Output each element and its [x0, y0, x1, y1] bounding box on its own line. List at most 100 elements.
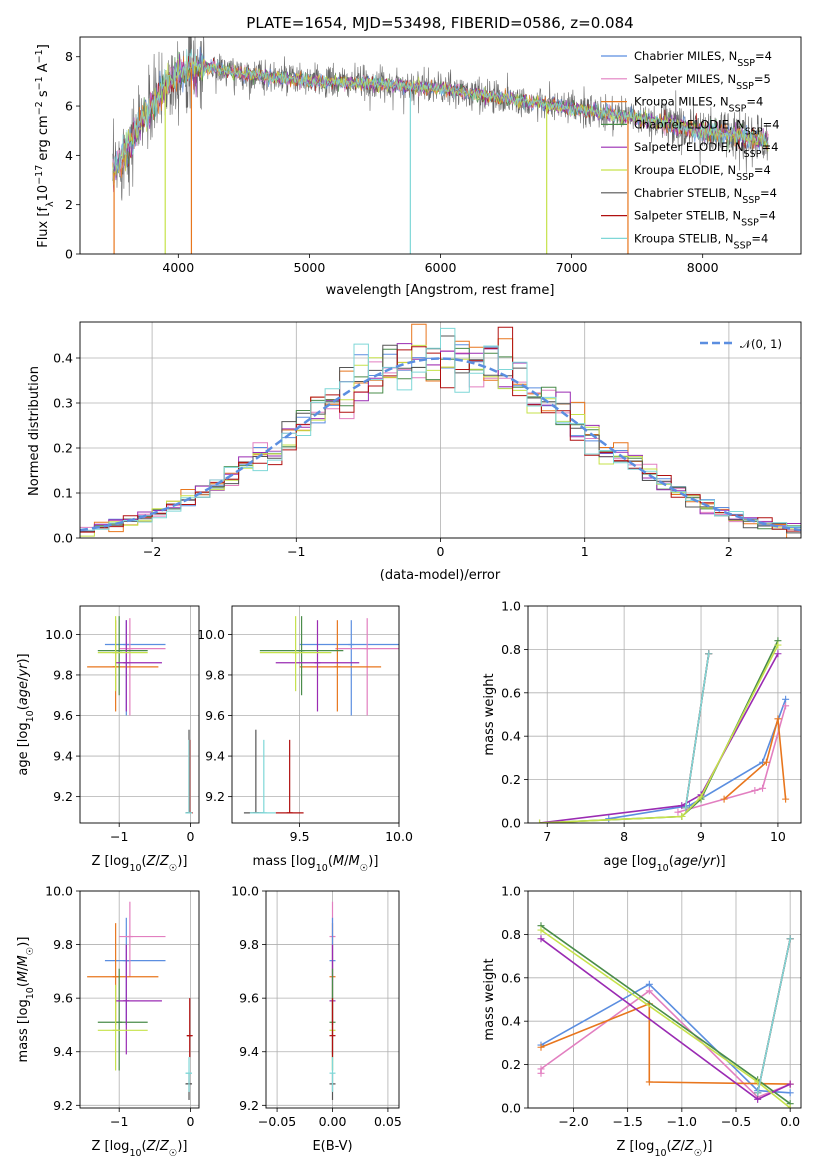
y-tick-label: 1.0 — [501, 599, 521, 614]
label-part: =4 — [746, 95, 763, 109]
data-marker — [782, 695, 790, 703]
label-part: M — [333, 854, 344, 869]
y-tick-label: 9.2 — [239, 1098, 259, 1113]
histogram-series — [80, 327, 801, 531]
label-part: =4 — [760, 186, 777, 200]
y-tick-label: 9.8 — [239, 937, 259, 952]
label-part: M — [16, 971, 31, 982]
label-part: −1 — [34, 49, 45, 63]
data-marker — [645, 987, 653, 995]
mass-weight-series — [723, 718, 787, 800]
y-tick-label: 0.4 — [501, 729, 521, 744]
label-part: / — [16, 966, 31, 971]
y-tick-label: 9.8 — [53, 937, 73, 952]
axes-frame — [231, 605, 400, 824]
label-part: A — [36, 63, 51, 76]
plot-area — [243, 616, 399, 814]
mass-weight-series — [539, 644, 779, 823]
label-part: age [log — [603, 854, 656, 869]
label-part: / — [156, 1139, 161, 1154]
y-tick-label: 9.6 — [53, 991, 73, 1006]
data-marker — [754, 1095, 762, 1103]
y-tick-label: 0.8 — [501, 927, 521, 942]
x-tick-label: 2 — [725, 544, 733, 559]
axes-frame — [527, 890, 802, 1109]
ebv-mass-panel: −0.05 0.00 0.05 9.2 9.4 9.6 9.8 10.0 E(B-V) — [231, 884, 402, 1155]
legend-label: Chabrier STELIB, NSSP=4 — [634, 186, 777, 206]
mass-weight-series — [540, 929, 791, 1108]
y-tick-label: 0.6 — [501, 685, 521, 700]
y-tick-label: 0.0 — [501, 1101, 521, 1116]
y-tick-label: 9.4 — [239, 1044, 259, 1059]
mass-weight-series — [539, 653, 779, 823]
label-part: SSP — [736, 172, 754, 183]
label-part: ( — [667, 1139, 672, 1154]
label-part: age — [674, 854, 698, 869]
axes-frame — [265, 890, 400, 1109]
z-mass-panel: −1 09.29.49.69.810.0Z [log10(Z/Z☉)]mass [… — [16, 884, 200, 1159]
label-part: SSP — [736, 80, 754, 91]
spectrum-xlabel: wavelength [Angstrom, rest frame] — [326, 283, 555, 298]
label-part: 10 — [657, 863, 669, 874]
legend-label: Chabrier ELODIE, NSSP=4 — [634, 117, 780, 137]
spectrum-ylabel: Flux [fλ10−17 erg cm−2 s−1 A−1] — [34, 44, 56, 248]
label-part: / — [16, 676, 31, 681]
y-tick-label: 10.0 — [231, 884, 259, 899]
legend-label: Salpeter ELODIE, NSSP=4 — [634, 140, 778, 160]
label-part: Flux [f — [36, 207, 51, 248]
label-part: Z — [684, 1139, 695, 1154]
x-tick-label: 8 — [620, 829, 628, 844]
x-axis-label: E(B-V) — [312, 1139, 352, 1154]
data-marker — [537, 926, 545, 934]
z-age-panel: −1 09.29.49.69.810.0Z [log10(Z/Z☉)]age [l… — [16, 605, 200, 874]
x-tick-label: −2 — [143, 544, 161, 559]
label-part: ) — [177, 1139, 182, 1154]
y-tick-label: 9.2 — [53, 1098, 73, 1113]
y-tick-label: 1.0 — [501, 884, 521, 899]
label-part: M — [349, 854, 360, 869]
label-part: SSP — [729, 103, 747, 114]
x-tick-label: 9 — [697, 829, 705, 844]
mass-weight-series — [677, 705, 787, 813]
x-tick-label: 7 — [543, 829, 551, 844]
label-part: Z — [159, 854, 170, 869]
label-part: −2 — [34, 101, 45, 115]
label-part: =5 — [754, 72, 771, 86]
y-tick-label: 9.6 — [53, 708, 73, 723]
data-marker — [682, 804, 690, 812]
label-part: ] — [36, 44, 51, 49]
label-part: yr — [16, 662, 31, 678]
label-part: ] — [16, 653, 31, 658]
age-massweight-panel: 7 8 9 10 0.0 0.2 0.4 0.6 0.8 1.0 mass weight age [l… — [482, 599, 802, 874]
label-part: ☉ — [25, 947, 36, 956]
x-tick-label: −1.5 — [612, 1114, 642, 1129]
y-axis-label: age [log10(age/yr)] — [16, 653, 36, 775]
x-tick-label: −2.0 — [558, 1114, 588, 1129]
label-part: yr — [701, 854, 717, 869]
plot-area — [80, 323, 801, 538]
label-part: =4 — [755, 49, 772, 63]
label-part: 10 — [129, 863, 141, 874]
legend-label: Kroupa STELIB, NSSP=4 — [634, 231, 768, 251]
data-marker — [774, 650, 782, 658]
label-part: Salpeter MILES, N — [634, 72, 736, 86]
y-tick-label: 0.1 — [53, 486, 73, 501]
x-tick-label: 0.05 — [374, 1114, 402, 1129]
data-marker — [786, 1104, 794, 1108]
spectrum-panel: PLATE=1654, MJD=53498, FIBERID=0586, z=0… — [34, 14, 802, 298]
label-part: SSP — [742, 194, 760, 205]
label-part: age — [16, 681, 31, 705]
y-tick-label: 0.4 — [53, 351, 73, 366]
x-axis-label: Z [log10(Z/Z☉)] — [617, 1139, 713, 1159]
x-tick-label: 4000 — [162, 260, 194, 275]
label-part: ] — [16, 937, 31, 942]
label-part: SSP — [734, 240, 752, 251]
label-part: / — [156, 854, 161, 869]
label-part: M — [16, 955, 31, 966]
label-part: Chabrier STELIB, N — [634, 186, 742, 200]
data-marker — [786, 935, 794, 943]
label-part: =4 — [759, 209, 776, 223]
plot-area — [536, 637, 790, 823]
data-marker — [786, 1089, 794, 1097]
